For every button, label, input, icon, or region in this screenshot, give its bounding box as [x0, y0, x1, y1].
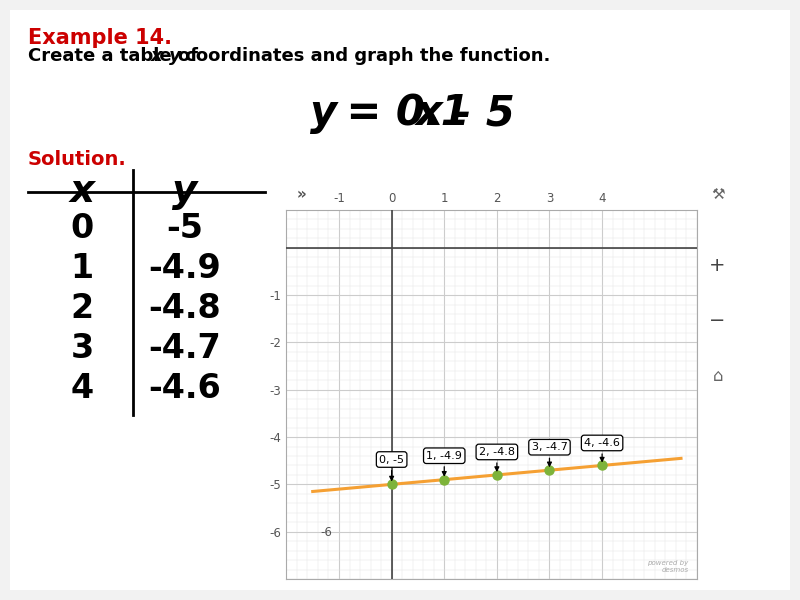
Text: x-y: x-y [151, 47, 182, 65]
Text: = 0.1: = 0.1 [332, 92, 470, 134]
Text: 1: 1 [70, 252, 94, 285]
Text: 0, -5: 0, -5 [379, 455, 404, 480]
FancyBboxPatch shape [10, 10, 790, 590]
Text: ⌂: ⌂ [712, 367, 723, 385]
Text: 3, -4.7: 3, -4.7 [531, 442, 567, 466]
Text: Create a table of: Create a table of [28, 47, 204, 65]
Text: 4: 4 [70, 372, 94, 405]
Text: -5: -5 [166, 212, 203, 245]
Text: 2: 2 [70, 292, 94, 325]
Text: 0: 0 [70, 212, 94, 245]
Text: x: x [416, 92, 443, 134]
Text: Solution.: Solution. [28, 150, 126, 169]
Text: −: − [710, 311, 726, 330]
Text: -4.8: -4.8 [149, 292, 222, 325]
Text: – 5: – 5 [436, 92, 515, 134]
Text: 4, -4.6: 4, -4.6 [584, 438, 620, 461]
Text: ⚒: ⚒ [710, 187, 725, 202]
Text: Example 14.: Example 14. [28, 28, 172, 48]
Text: 2, -4.8: 2, -4.8 [479, 447, 515, 471]
Text: 1, -4.9: 1, -4.9 [426, 451, 462, 475]
Text: 3: 3 [70, 332, 94, 365]
Text: y: y [310, 92, 337, 134]
Text: -4.6: -4.6 [149, 372, 222, 405]
Text: powered by
desmos: powered by desmos [647, 560, 689, 574]
Text: y: y [172, 172, 198, 210]
Text: -4.7: -4.7 [149, 332, 222, 365]
Text: x: x [70, 172, 94, 210]
Text: »: » [297, 187, 306, 202]
Text: -4.9: -4.9 [149, 252, 222, 285]
Text: -6: -6 [321, 526, 333, 539]
Text: coordinates and graph the function.: coordinates and graph the function. [179, 47, 550, 65]
Text: +: + [710, 256, 726, 275]
